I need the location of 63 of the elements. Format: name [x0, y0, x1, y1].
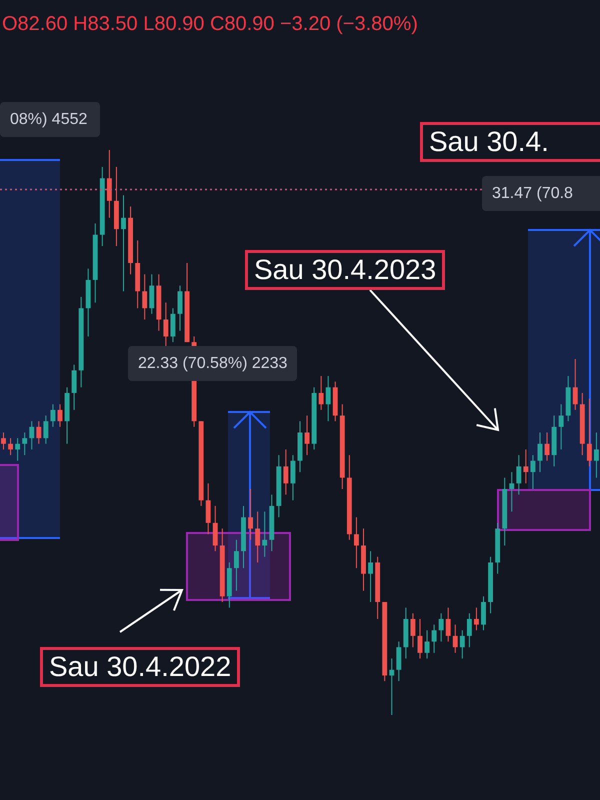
candlestick	[446, 607, 451, 642]
candlestick	[178, 285, 182, 332]
candlestick	[572, 358, 578, 410]
candlestick	[418, 618, 422, 659]
candlestick	[438, 612, 444, 642]
candlestick	[516, 454, 522, 496]
candlestick	[283, 448, 288, 496]
candlestick	[50, 404, 56, 428]
candlestick	[121, 194, 126, 292]
candlestick	[255, 511, 260, 563]
candlestick	[424, 630, 430, 659]
candlestick	[452, 624, 458, 654]
candlestick	[212, 505, 218, 552]
candlestick	[248, 488, 254, 540]
candlestick	[72, 364, 77, 410]
annotation: Sau 30.4.	[429, 126, 549, 157]
candlestick	[22, 432, 28, 456]
candlestick	[43, 415, 48, 444]
candlestick	[262, 511, 268, 558]
candlestick	[396, 641, 402, 682]
label-box: 08%) 4552	[0, 102, 100, 138]
candlestick	[466, 612, 472, 648]
candlestick	[594, 432, 599, 478]
candlestick	[8, 438, 14, 456]
candlestick	[206, 482, 211, 535]
annotation: Sau 30.4.2022	[49, 651, 232, 682]
label-box: Sau 30.4.2022	[40, 647, 240, 687]
candlestick	[1, 432, 6, 450]
candlestick	[523, 448, 528, 484]
label-box: 22.33 (70.58%) 2233	[128, 346, 298, 382]
label-box: Sau 30.4.2023	[245, 250, 446, 290]
candlestick	[149, 274, 154, 314]
annotation: 31.47 (70.8	[492, 185, 573, 202]
candlestick	[142, 274, 148, 320]
candlestick	[170, 308, 176, 343]
candlestick	[163, 302, 168, 348]
candlestick	[290, 454, 296, 501]
candlestick	[368, 550, 374, 602]
annotation: 22.33 (70.58%) 2233	[138, 355, 288, 372]
candlestick	[410, 612, 416, 648]
candlestick	[326, 376, 331, 422]
candlestick	[586, 398, 592, 467]
text: O82.60 H83.50 L80.90 C80.90 −3.20 (−3.80%)	[2, 12, 418, 36]
candlestick	[58, 404, 62, 428]
candlestick	[304, 415, 310, 456]
label-box: 31.47 (70.8	[482, 176, 600, 212]
candlestick	[530, 454, 536, 490]
label-box: Sau 30.4.	[420, 122, 600, 162]
candlestick	[106, 150, 112, 218]
candlestick	[29, 420, 34, 450]
candlestick	[234, 539, 239, 592]
candlestick	[544, 432, 550, 462]
candlestick	[36, 420, 42, 444]
candlestick	[538, 432, 542, 473]
candlestick	[474, 607, 479, 631]
candlestick	[460, 630, 465, 659]
candlestick	[481, 596, 486, 631]
candlestick	[558, 404, 564, 450]
candlestick	[15, 438, 20, 462]
candlestick	[318, 376, 324, 410]
candlestick	[432, 624, 437, 654]
candlestick	[354, 516, 359, 569]
annotation: Sau 30.4.2023	[254, 254, 436, 285]
